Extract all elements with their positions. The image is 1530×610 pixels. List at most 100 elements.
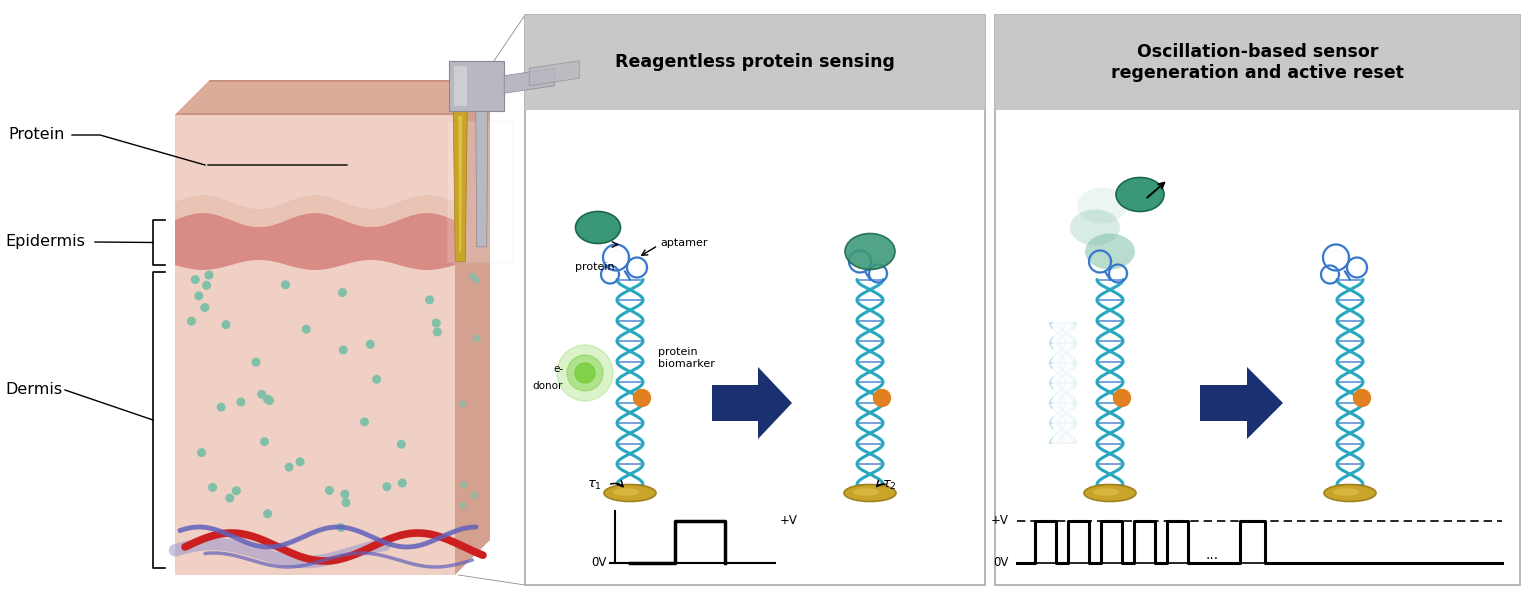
Circle shape xyxy=(633,390,650,406)
Polygon shape xyxy=(529,61,580,86)
Polygon shape xyxy=(505,68,554,93)
Circle shape xyxy=(252,358,260,366)
Circle shape xyxy=(326,487,334,494)
Circle shape xyxy=(474,336,480,342)
Circle shape xyxy=(874,390,890,406)
Circle shape xyxy=(461,482,467,488)
Circle shape xyxy=(263,395,271,403)
Polygon shape xyxy=(994,15,1519,585)
Ellipse shape xyxy=(1069,209,1120,245)
Circle shape xyxy=(398,479,405,487)
Ellipse shape xyxy=(575,212,621,243)
Text: aptamer: aptamer xyxy=(659,239,707,248)
Circle shape xyxy=(266,396,274,404)
Circle shape xyxy=(341,490,349,498)
Polygon shape xyxy=(174,80,490,115)
Circle shape xyxy=(340,346,347,354)
Polygon shape xyxy=(1053,313,1083,453)
Circle shape xyxy=(461,503,467,509)
Circle shape xyxy=(470,273,476,279)
Polygon shape xyxy=(476,111,488,247)
Circle shape xyxy=(398,440,405,448)
Text: 0V: 0V xyxy=(592,556,607,570)
Polygon shape xyxy=(174,80,490,115)
Circle shape xyxy=(343,499,350,506)
Text: $\tau_2$: $\tau_2$ xyxy=(881,478,897,492)
Circle shape xyxy=(188,317,196,325)
Text: e-: e- xyxy=(552,364,563,374)
Circle shape xyxy=(197,449,205,456)
Circle shape xyxy=(297,458,304,465)
Circle shape xyxy=(194,292,202,300)
Polygon shape xyxy=(1200,367,1284,439)
Circle shape xyxy=(203,281,211,289)
Circle shape xyxy=(425,296,433,304)
Polygon shape xyxy=(174,115,454,575)
Circle shape xyxy=(237,398,245,406)
Circle shape xyxy=(205,271,213,279)
Circle shape xyxy=(285,464,292,471)
Text: donor: donor xyxy=(532,381,563,391)
Text: ...: ... xyxy=(1206,548,1218,562)
Circle shape xyxy=(226,494,234,502)
Text: protein: protein xyxy=(575,262,615,273)
Ellipse shape xyxy=(1323,484,1375,501)
Circle shape xyxy=(433,328,441,336)
Ellipse shape xyxy=(854,488,880,496)
Circle shape xyxy=(200,304,208,311)
Circle shape xyxy=(459,401,465,407)
Text: Oscillation-based sensor
regeneration and active reset: Oscillation-based sensor regeneration an… xyxy=(1111,43,1405,82)
Ellipse shape xyxy=(1085,234,1135,270)
Text: +V: +V xyxy=(991,514,1008,528)
Circle shape xyxy=(282,281,289,289)
Circle shape xyxy=(568,355,603,391)
Circle shape xyxy=(1114,390,1131,406)
Circle shape xyxy=(233,487,240,495)
Polygon shape xyxy=(459,116,462,252)
Ellipse shape xyxy=(1092,488,1118,496)
Ellipse shape xyxy=(614,488,640,496)
Text: Dermis: Dermis xyxy=(5,382,63,398)
Polygon shape xyxy=(454,66,467,106)
Circle shape xyxy=(191,276,199,284)
Circle shape xyxy=(338,289,346,296)
Circle shape xyxy=(473,277,479,283)
Ellipse shape xyxy=(1115,178,1164,212)
Circle shape xyxy=(217,403,225,411)
Ellipse shape xyxy=(1333,488,1359,496)
Text: +V: +V xyxy=(780,514,797,528)
Polygon shape xyxy=(454,80,490,575)
Circle shape xyxy=(454,252,461,258)
Ellipse shape xyxy=(604,484,656,501)
Polygon shape xyxy=(525,15,985,110)
Circle shape xyxy=(303,325,311,333)
Circle shape xyxy=(208,484,216,491)
Circle shape xyxy=(367,340,373,348)
Text: Reagentless protein sensing: Reagentless protein sensing xyxy=(615,54,895,71)
Circle shape xyxy=(260,438,268,445)
Circle shape xyxy=(361,418,369,426)
Circle shape xyxy=(557,345,614,401)
Polygon shape xyxy=(174,213,454,270)
Circle shape xyxy=(337,524,344,531)
Circle shape xyxy=(1354,390,1371,406)
Text: Protein: Protein xyxy=(8,127,64,143)
Circle shape xyxy=(575,363,595,383)
Ellipse shape xyxy=(1083,484,1135,501)
Circle shape xyxy=(373,376,381,383)
Circle shape xyxy=(259,390,265,398)
Text: 0V: 0V xyxy=(993,556,1008,570)
Ellipse shape xyxy=(845,484,897,501)
Polygon shape xyxy=(177,82,488,113)
Polygon shape xyxy=(994,15,1519,110)
Polygon shape xyxy=(1050,313,1080,453)
Text: Epidermis: Epidermis xyxy=(5,234,84,249)
Polygon shape xyxy=(450,61,505,111)
Polygon shape xyxy=(174,195,454,227)
Ellipse shape xyxy=(845,234,895,270)
Circle shape xyxy=(222,321,230,328)
Circle shape xyxy=(433,319,441,327)
Polygon shape xyxy=(1043,313,1073,453)
Polygon shape xyxy=(711,367,793,439)
Circle shape xyxy=(382,483,390,490)
